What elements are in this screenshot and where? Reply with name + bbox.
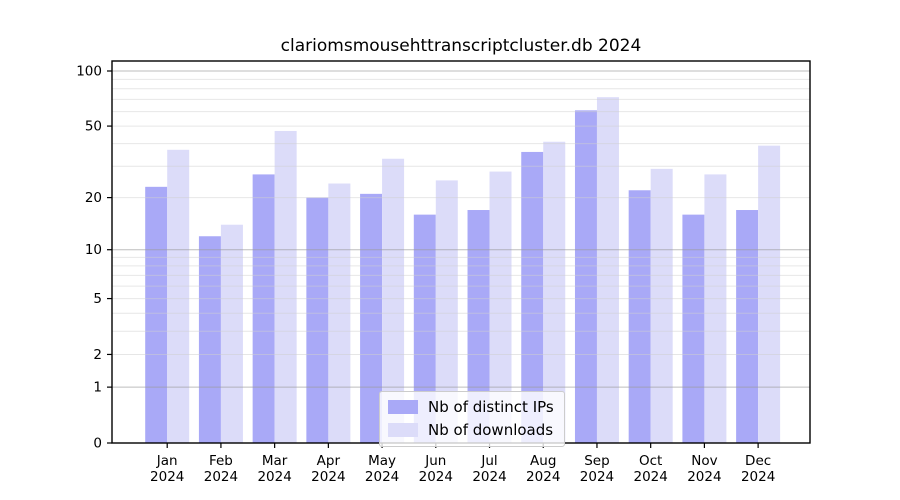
y-tick-label: 20 [85,190,102,206]
bar-feb-distinct-ips [198,236,221,443]
x-tick-label-year: 2024 [204,469,238,485]
legend: Nb of distinct IPs Nb of downloads [379,391,565,447]
x-tick-label-month: Sep [584,453,609,469]
bar-dec-distinct-ips [736,210,759,443]
chart-title: clariomsmousehttranscriptcluster.db 2024 [280,36,642,56]
bar-nov-downloads [704,174,727,444]
y-tick-label: 0 [93,436,102,452]
bar-jul-downloads [489,171,512,443]
bar-may-distinct-ips [360,193,383,443]
x-tick-label-month: Apr [317,453,341,469]
bar-oct-distinct-ips [628,190,651,443]
x-tick-label-month: Nov [691,453,717,469]
bar-oct-downloads [650,168,673,443]
x-tick-label-year: 2024 [150,469,184,485]
bar-nov-distinct-ips [682,214,705,443]
x-tick-label-year: 2024 [580,469,614,485]
bar-may-downloads [382,158,405,443]
bar-aug-downloads [543,141,566,443]
x-tick-label-month: Aug [530,453,556,469]
x-tick-label-month: Oct [639,453,662,469]
legend-item-distinct-ips: Nb of distinct IPs [388,398,554,416]
x-tick-label-month: Mar [262,453,288,469]
x-tick-label-year: 2024 [526,469,560,485]
bar-mar-downloads [274,130,297,443]
bar-jun-downloads [435,180,458,443]
x-tick-label-year: 2024 [365,469,399,485]
y-tick-label: 100 [76,64,102,80]
legend-label-distinct-ips: Nb of distinct IPs [428,398,554,416]
bar-jul-distinct-ips [467,210,490,443]
legend-swatch-distinct-ips-icon [388,400,418,414]
bar-jan-distinct-ips [145,186,168,443]
x-tick-label-month: Dec [745,453,771,469]
legend-label-downloads: Nb of downloads [428,421,554,439]
y-tick-label: 2 [93,347,102,363]
bar-jan-downloads [167,149,190,444]
legend-item-downloads: Nb of downloads [388,421,554,439]
x-tick-label-year: 2024 [687,469,721,485]
x-tick-label-year: 2024 [257,469,291,485]
y-tick-label: 50 [85,119,102,135]
legend-swatch-downloads-icon [388,423,418,437]
x-tick-label-month: Jul [480,453,497,469]
bar-feb-downloads [220,224,243,443]
x-tick-label-month: Jun [424,453,446,469]
bar-jun-distinct-ips [413,214,436,443]
x-tick-label-month: Jan [156,453,178,469]
x-tick-label-year: 2024 [741,469,775,485]
x-tick-label-month: Feb [209,453,233,469]
y-tick-label: 1 [93,380,102,396]
bar-apr-distinct-ips [306,197,329,443]
bar-mar-distinct-ips [252,174,275,444]
x-tick-label-year: 2024 [311,469,345,485]
bar-dec-downloads [758,145,781,443]
x-tick-label-month: May [368,453,396,469]
bar-sep-downloads [596,97,619,443]
x-tick-label-year: 2024 [472,469,506,485]
x-tick-label-year: 2024 [634,469,668,485]
y-tick-label: 10 [85,242,102,258]
bar-sep-distinct-ips [574,110,597,444]
x-tick-label-year: 2024 [419,469,453,485]
y-tick-label: 5 [93,291,102,307]
bar-aug-distinct-ips [521,151,544,443]
